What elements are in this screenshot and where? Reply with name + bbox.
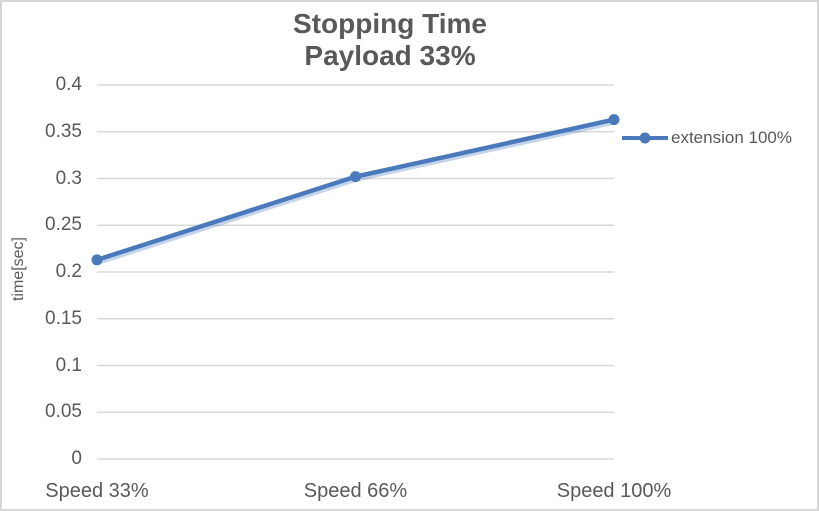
- series-line-shadow: [97, 120, 618, 265]
- y-tick-label: 0.35: [45, 120, 82, 142]
- y-tick-label: 0.4: [55, 74, 82, 95]
- data-point-marker[interactable]: [350, 171, 361, 183]
- chart-title: Stopping Time Payload 33%: [2, 8, 778, 72]
- legend-dot-icon: [639, 132, 651, 144]
- x-tick-label: Speed 100%: [556, 480, 672, 502]
- y-tick-label: 0.2: [55, 261, 82, 282]
- legend-item-label: extension 100%: [671, 128, 792, 147]
- chart-title-line-2: Payload 33%: [304, 40, 476, 71]
- data-point-marker[interactable]: [91, 254, 103, 266]
- legend[interactable]: extension 100%: [622, 128, 792, 148]
- y-tick-label: 0: [71, 448, 82, 469]
- legend-line-marker-icon: [622, 132, 668, 144]
- x-tick-label: Speed 66%: [303, 480, 408, 502]
- y-axis-tick-labels: 0 0.05 0.1 0.15 0.2 0.25 0.3 0.35 0.4: [2, 2, 82, 509]
- x-tick-label: Speed 33%: [45, 480, 149, 502]
- y-tick-label: 0.05: [45, 401, 82, 423]
- y-tick-label: 0.3: [55, 167, 82, 189]
- chart-title-line-1: Stopping Time: [293, 8, 487, 39]
- y-tick-label: 0.15: [45, 307, 82, 329]
- y-tick-label: 0.25: [45, 214, 82, 236]
- data-point-marker[interactable]: [608, 114, 620, 126]
- y-tick-label: 0.1: [55, 354, 82, 376]
- x-axis-tick-labels: Speed 33% Speed 66% Speed 100%: [2, 479, 817, 505]
